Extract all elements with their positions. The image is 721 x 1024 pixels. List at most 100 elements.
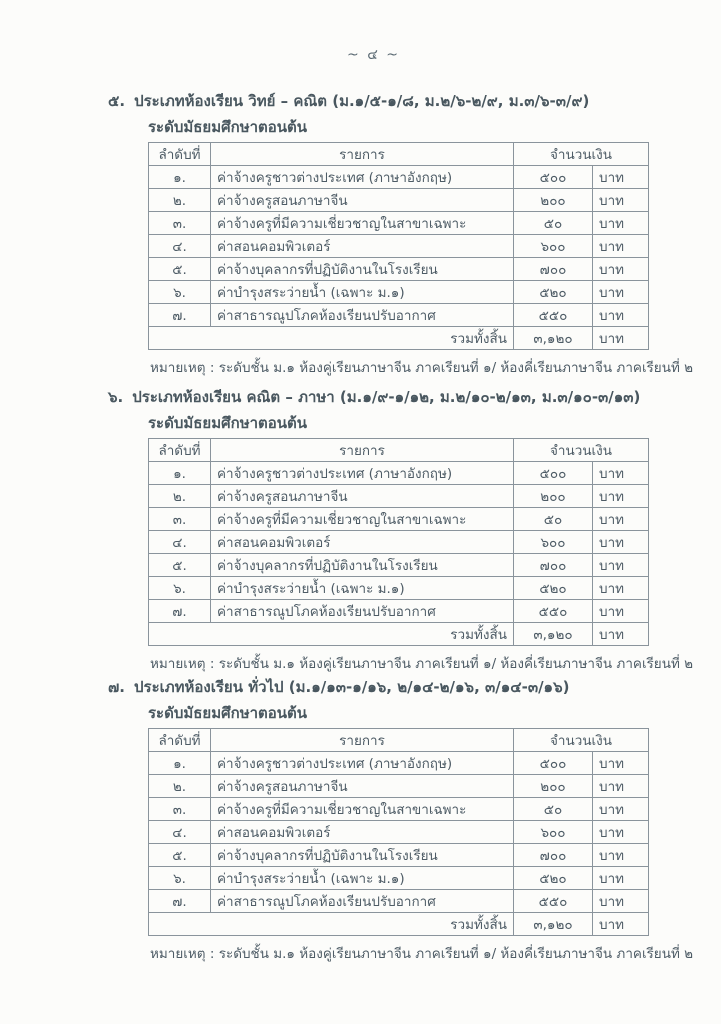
- row-amount: ๕๕๐: [513, 303, 593, 327]
- table-row: ๑. ค่าจ้างครูชาวต่างประเทศ (ภาษาอังกฤษ) …: [148, 461, 649, 485]
- row-item: ค่าจ้างบุคลากรที่ปฏิบัติงานในโรงเรียน: [210, 843, 514, 867]
- table-row: ๖. ค่าบำรุงสระว่ายน้ำ (เฉพาะ ม.๑) ๕๒๐ บา…: [148, 866, 649, 890]
- row-no: ๒.: [148, 484, 211, 508]
- section-7: ๗. ประเภทห้องเรียน ทั่วไป (ม.๑/๑๓-๑/๑๖, …: [108, 676, 694, 965]
- row-item: ค่าสอนคอมพิวเตอร์: [210, 530, 514, 554]
- table-row: ๗. ค่าสาธารณูปโภคห้องเรียนปรับอากาศ ๕๕๐ …: [148, 599, 649, 623]
- row-amount: ๕๕๐: [513, 599, 593, 623]
- row-item: ค่าสาธารณูปโภคห้องเรียนปรับอากาศ: [210, 599, 514, 623]
- row-item: ค่าจ้างครูสอนภาษาจีน: [210, 484, 514, 508]
- row-unit: บาท: [592, 553, 649, 577]
- section-heading: ๖. ประเภทห้องเรียน คณิต – ภาษา (ม.๑/๙-๑/…: [108, 386, 653, 409]
- row-amount: ๖๐๐: [513, 530, 593, 554]
- items-table: ลำดับที่ รายการ จำนวนเงิน ๑. ค่าจ้างครูช…: [148, 728, 649, 936]
- row-unit: บาท: [592, 889, 649, 913]
- header-cell-item: รายการ: [210, 728, 514, 752]
- table-row: ๑. ค่าจ้างครูชาวต่างประเทศ (ภาษาอังกฤษ) …: [148, 165, 649, 189]
- note-text: หมายเหตุ : ระดับชั้น ม.๑ ห้องคู่เรียนภาษ…: [150, 656, 694, 672]
- header-cell-amount: จำนวนเงิน: [513, 438, 649, 462]
- row-unit: บาท: [592, 165, 649, 189]
- section-6: ๖. ประเภทห้องเรียน คณิต – ภาษา (ม.๑/๙-๑/…: [108, 386, 694, 675]
- table-row: ๗. ค่าสาธารณูปโภคห้องเรียนปรับอากาศ ๕๕๐ …: [148, 889, 649, 913]
- section-title: ประเภทห้องเรียน คณิต – ภาษา (ม.๑/๙-๑/๑๒,…: [132, 388, 641, 406]
- note-text: หมายเหตุ : ระดับชั้น ม.๑ ห้องคู่เรียนภาษ…: [150, 946, 694, 962]
- table-row: ๔. ค่าสอนคอมพิวเตอร์ ๖๐๐ บาท: [148, 820, 649, 844]
- table-row: ๑. ค่าจ้างครูชาวต่างประเทศ (ภาษาอังกฤษ) …: [148, 751, 649, 775]
- row-item: ค่าจ้างครูที่มีความเชี่ยวชาญในสาขาเฉพาะ: [210, 797, 514, 821]
- row-amount: ๕๒๐: [513, 280, 593, 304]
- row-unit: บาท: [592, 211, 649, 235]
- row-no: ๑.: [148, 165, 211, 189]
- row-unit: บาท: [592, 866, 649, 890]
- row-no: ๓.: [148, 507, 211, 531]
- row-item: ค่าสอนคอมพิวเตอร์: [210, 820, 514, 844]
- row-amount: ๕๐๐: [513, 165, 593, 189]
- section-number: ๖.: [108, 388, 124, 406]
- row-item: ค่าจ้างครูสอนภาษาจีน: [210, 188, 514, 212]
- row-no: ๔.: [148, 820, 211, 844]
- row-item: ค่าจ้างครูชาวต่างประเทศ (ภาษาอังกฤษ): [210, 751, 514, 775]
- total-amount: ๓,๑๒๐: [513, 622, 593, 646]
- row-unit: บาท: [592, 774, 649, 798]
- table-row: ๗. ค่าสาธารณูปโภคห้องเรียนปรับอากาศ ๕๕๐ …: [148, 303, 649, 327]
- items-table: ลำดับที่ รายการ จำนวนเงิน ๑. ค่าจ้างครูช…: [148, 142, 649, 350]
- table-row: ๒. ค่าจ้างครูสอนภาษาจีน ๒๐๐ บาท: [148, 484, 649, 508]
- page-number: ~ ๔ ~: [347, 47, 400, 63]
- row-no: ๗.: [148, 599, 211, 623]
- row-item: ค่าจ้างครูที่มีความเชี่ยวชาญในสาขาเฉพาะ: [210, 211, 514, 235]
- row-no: ๒.: [148, 774, 211, 798]
- section-5: ๕. ประเภทห้องเรียน วิทย์ – คณิต (ม.๑/๕-๑…: [108, 90, 693, 379]
- section-heading: ๗. ประเภทห้องเรียน ทั่วไป (ม.๑/๑๓-๑/๑๖, …: [108, 676, 653, 699]
- items-table: ลำดับที่ รายการ จำนวนเงิน ๑. ค่าจ้างครูช…: [148, 438, 649, 646]
- row-no: ๒.: [148, 188, 211, 212]
- row-item: ค่าจ้างครูชาวต่างประเทศ (ภาษาอังกฤษ): [210, 461, 514, 485]
- header-cell-amount: จำนวนเงิน: [513, 142, 649, 166]
- header-cell-no: ลำดับที่: [148, 142, 211, 166]
- row-amount: ๗๐๐: [513, 257, 593, 281]
- section-number: ๕.: [108, 92, 126, 110]
- table-row: ๓. ค่าจ้างครูที่มีความเชี่ยวชาญในสาขาเฉพ…: [148, 211, 649, 235]
- table-row: ๕. ค่าจ้างบุคลากรที่ปฏิบัติงานในโรงเรียน…: [148, 257, 649, 281]
- section-sublevel: ระดับมัธยมศึกษาตอนต้น: [148, 118, 308, 136]
- row-no: ๓.: [148, 211, 211, 235]
- row-unit: บาท: [592, 530, 649, 554]
- table-header-row: ลำดับที่ รายการ จำนวนเงิน: [148, 438, 649, 462]
- row-no: ๔.: [148, 234, 211, 258]
- table-row: ๖. ค่าบำรุงสระว่ายน้ำ (เฉพาะ ม.๑) ๕๒๐ บา…: [148, 280, 649, 304]
- row-unit: บาท: [592, 257, 649, 281]
- row-item: ค่าสาธารณูปโภคห้องเรียนปรับอากาศ: [210, 889, 514, 913]
- total-amount: ๓,๑๒๐: [513, 912, 593, 936]
- row-unit: บาท: [592, 234, 649, 258]
- row-no: ๑.: [148, 461, 211, 485]
- row-item: ค่าสาธารณูปโภคห้องเรียนปรับอากาศ: [210, 303, 514, 327]
- table-row: ๔. ค่าสอนคอมพิวเตอร์ ๖๐๐ บาท: [148, 234, 649, 258]
- section-title: ประเภทห้องเรียน วิทย์ – คณิต (ม.๑/๕-๑/๘,…: [134, 92, 590, 110]
- row-no: ๓.: [148, 797, 211, 821]
- total-label: รวมทั้งสิ้น: [148, 622, 514, 646]
- table-row: ๕. ค่าจ้างบุคลากรที่ปฏิบัติงานในโรงเรียน…: [148, 553, 649, 577]
- row-unit: บาท: [592, 599, 649, 623]
- table-row: ๓. ค่าจ้างครูที่มีความเชี่ยวชาญในสาขาเฉพ…: [148, 797, 649, 821]
- table-row: ๕. ค่าจ้างบุคลากรที่ปฏิบัติงานในโรงเรียน…: [148, 843, 649, 867]
- row-unit: บาท: [592, 576, 649, 600]
- table-header-row: ลำดับที่ รายการ จำนวนเงิน: [148, 142, 649, 166]
- row-no: ๕.: [148, 843, 211, 867]
- row-unit: บาท: [592, 507, 649, 531]
- row-item: ค่าบำรุงสระว่ายน้ำ (เฉพาะ ม.๑): [210, 280, 514, 304]
- section-title: ประเภทห้องเรียน ทั่วไป (ม.๑/๑๓-๑/๑๖, ๒/๑…: [133, 678, 570, 696]
- row-no: ๔.: [148, 530, 211, 554]
- row-amount: ๒๐๐: [513, 484, 593, 508]
- section-number: ๗.: [108, 678, 125, 696]
- header-cell-item: รายการ: [210, 142, 514, 166]
- header-cell-no: ลำดับที่: [148, 728, 211, 752]
- row-no: ๖.: [148, 576, 211, 600]
- total-unit: บาท: [592, 622, 649, 646]
- total-unit: บาท: [592, 326, 649, 350]
- row-unit: บาท: [592, 461, 649, 485]
- row-no: ๗.: [148, 303, 211, 327]
- total-row: รวมทั้งสิ้น ๓,๑๒๐ บาท: [148, 326, 649, 350]
- section-sublevel: ระดับมัธยมศึกษาตอนต้น: [148, 414, 308, 432]
- table-row: ๖. ค่าบำรุงสระว่ายน้ำ (เฉพาะ ม.๑) ๕๒๐ บา…: [148, 576, 649, 600]
- header-cell-amount: จำนวนเงิน: [513, 728, 649, 752]
